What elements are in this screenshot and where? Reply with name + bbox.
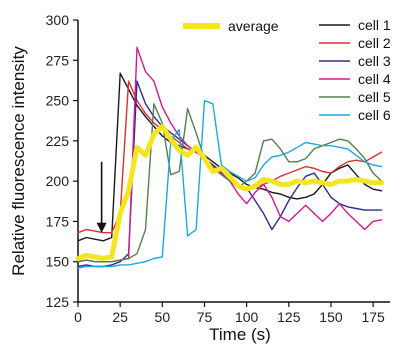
y-tick-label: 125: [46, 294, 70, 310]
legend-label-cell-6: cell 6: [358, 107, 391, 123]
series-line-cell-5: [77, 103, 383, 263]
plot-area: 0 25 50 75 100 125 150 175 125 150 175 200 225 250 27…: [46, 12, 391, 325]
annotation-layer: [96, 161, 107, 233]
y-tick-label: 275: [46, 52, 70, 68]
x-tick-label: 50: [155, 309, 171, 325]
legend-label-cell-5: cell 5: [358, 89, 391, 105]
x-tick-label: 175: [361, 309, 385, 325]
y-tick-label: 175: [46, 213, 70, 229]
x-tick-label: 25: [112, 309, 128, 325]
x-tick-label: 150: [319, 309, 343, 325]
y-tick-label: 225: [46, 133, 70, 149]
x-ticks: 0 25 50 75 100 125 150 175: [74, 302, 385, 325]
series-line-average: [75, 123, 385, 261]
legend-label-average: average: [228, 18, 279, 34]
y-tick-label: 250: [46, 93, 70, 109]
y-ticks: 125 150 175 200 225 250 275 300: [46, 12, 78, 310]
series-line-cell-6: [77, 99, 383, 269]
y-tick-label: 150: [46, 254, 70, 270]
series-layer: [75, 46, 385, 269]
legend-label-cell-1: cell 1: [358, 17, 391, 33]
x-tick-label: 0: [74, 309, 82, 325]
x-axis-label: Time (s): [209, 325, 271, 344]
legend-label-cell-3: cell 3: [358, 53, 391, 69]
legend: average cell 1 cell 2 cell 3 cell 4 cell 5 cel…: [183, 17, 391, 123]
y-tick-label: 200: [46, 173, 70, 189]
arrow-head: [96, 222, 107, 233]
y-tick-label: 300: [46, 12, 70, 28]
legend-label-cell-2: cell 2: [358, 35, 391, 51]
x-tick-label: 125: [277, 309, 301, 325]
x-tick-label: 75: [197, 309, 213, 325]
x-tick-label: 100: [235, 309, 259, 325]
legend-label-cell-4: cell 4: [358, 71, 391, 87]
y-axis-label: Relative fluorescence intensity: [9, 46, 28, 276]
